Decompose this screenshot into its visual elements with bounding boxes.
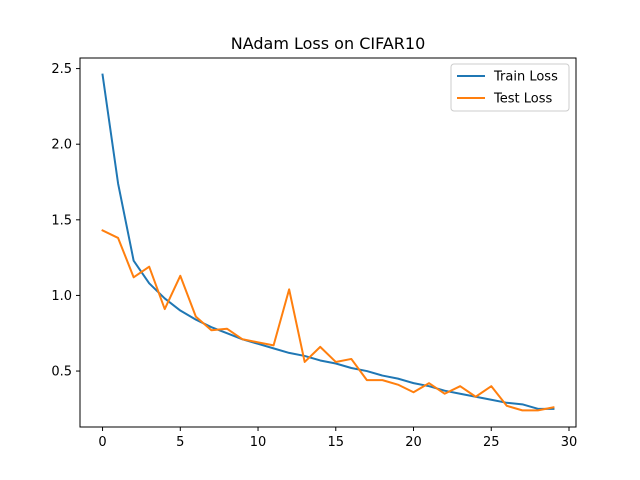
axes-layer: 0 5 10 15 20 25 30 0.5 1.0 1.5 2.0 2.5 (51, 57, 578, 450)
legend: Train Loss Test Loss (450, 63, 570, 112)
legend-label: Test Loss (493, 92, 552, 107)
x-tick-label: 30 (561, 435, 578, 450)
chart-title: NAdam Loss on CIFAR10 (231, 34, 426, 53)
y-tick-label: 1.5 (51, 213, 72, 228)
x-tick-label: 25 (483, 435, 500, 450)
legend-label: Train Loss (493, 70, 558, 85)
series-line-train-loss (101, 73, 555, 410)
y-tick-label: 1.0 (51, 289, 72, 304)
y-tick-label: 2.0 (51, 138, 72, 153)
plot-frame (79, 57, 577, 428)
y-tick-label: 2.5 (51, 62, 72, 77)
x-tick-label: 10 (250, 435, 267, 450)
x-tick-label: 15 (328, 435, 345, 450)
series-layer (101, 73, 555, 412)
x-tick-label: 0 (98, 435, 106, 450)
series-line-test-loss (101, 229, 555, 412)
y-tick-label: 0.5 (51, 365, 72, 380)
x-tick-label: 20 (405, 435, 422, 450)
x-tick-label: 5 (176, 435, 184, 450)
